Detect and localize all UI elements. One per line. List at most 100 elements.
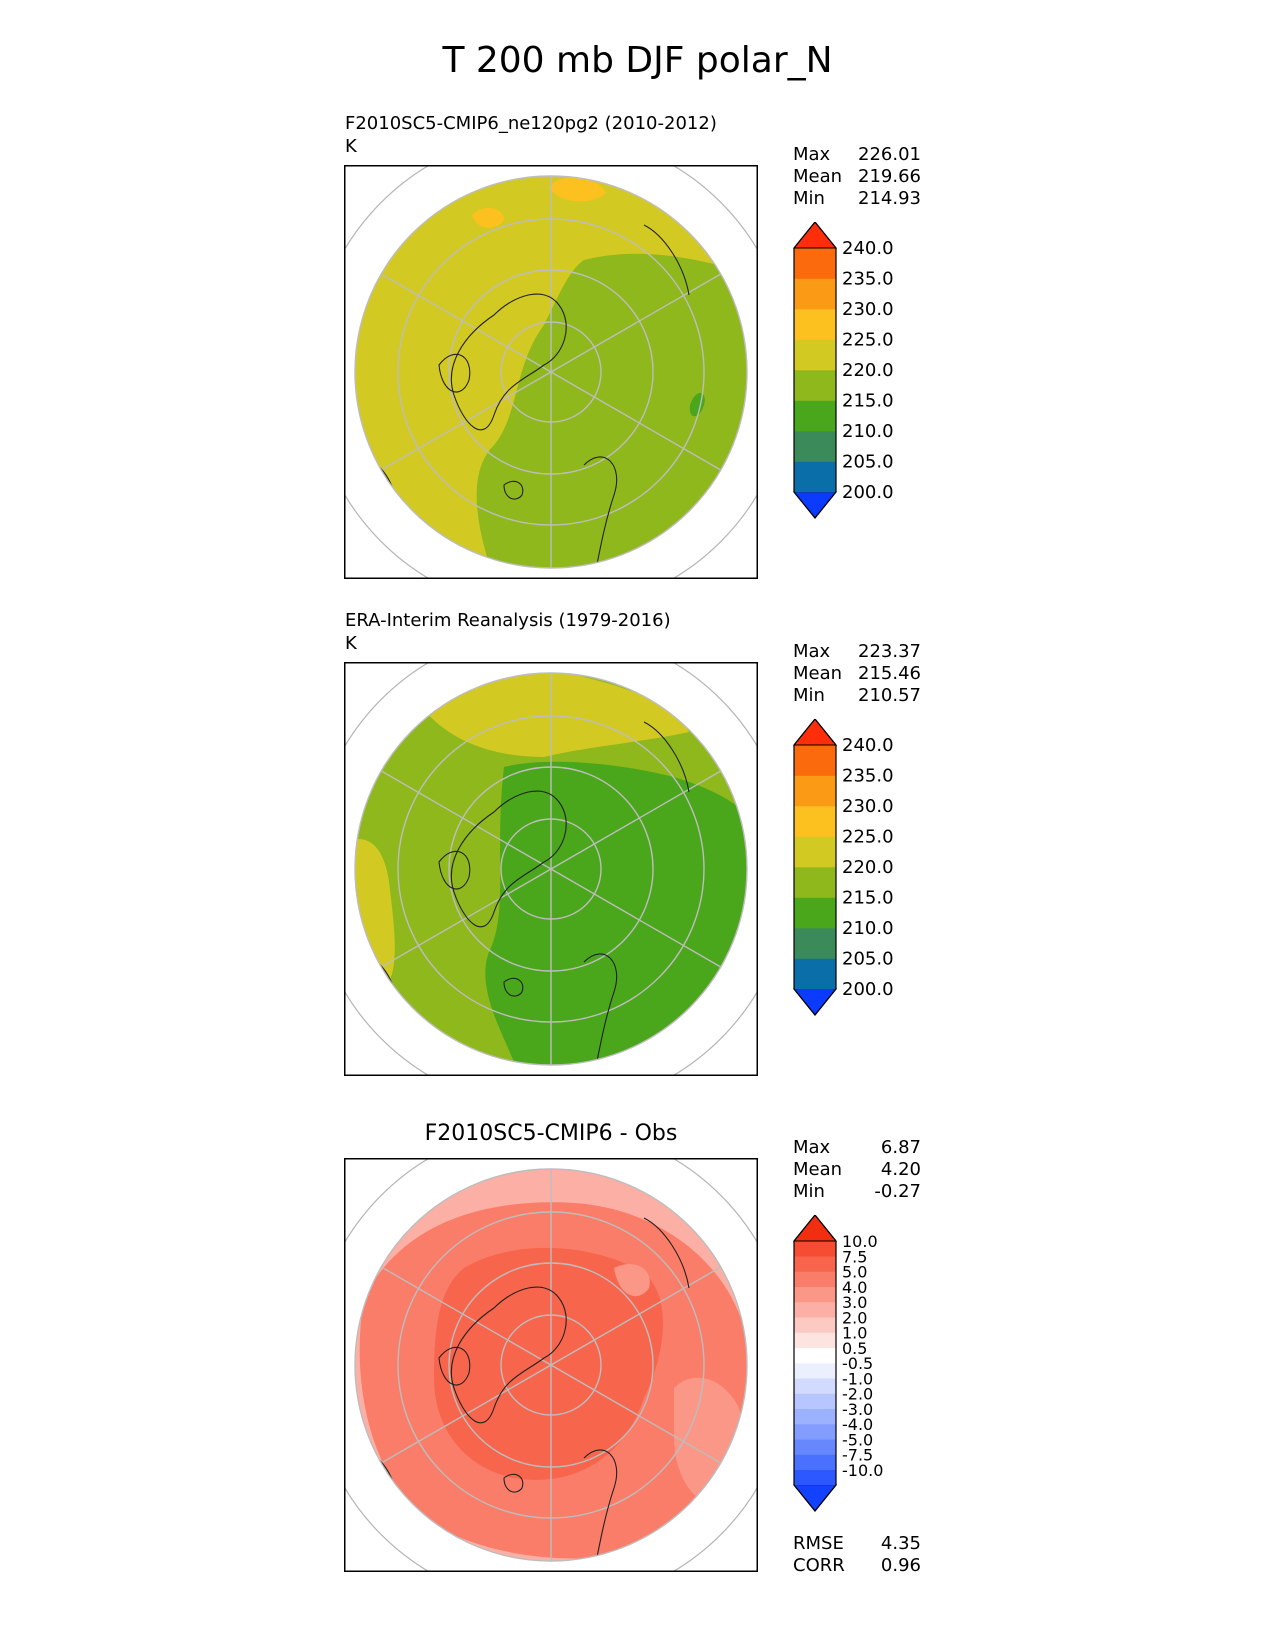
colorbar-extend-min [792, 1484, 838, 1512]
colorbar-ref: 240.0 235.0 230.0 225.0 220.0 215.0 210.0 205.0… [792, 719, 894, 1016]
meridian-line [380, 273, 552, 373]
colorbar-tick-label: 205.0 [842, 949, 894, 970]
panel-units-test: K [345, 136, 357, 157]
colorbar-segment [794, 278, 836, 310]
figure-title: T 200 mb DJF polar_N [442, 40, 833, 81]
stat-value: 4.35 [880, 1533, 921, 1554]
colorbar-tick-label: -3.0 [842, 1400, 873, 1419]
colorbar-segment [794, 897, 836, 929]
colorbar-tick-label: -2.0 [842, 1385, 873, 1404]
colorbar-segment [794, 1363, 836, 1379]
coastline [438, 850, 471, 890]
panel-title-test: F2010SC5-CMIP6_ne120pg2 (2010-2012) [345, 113, 717, 134]
map-frame [344, 165, 758, 579]
stat-label: Max [793, 1137, 831, 1158]
colorbar-tick-label: 10.0 [842, 1232, 878, 1251]
meridian-line [380, 371, 552, 471]
colorbar-extend-max [792, 719, 838, 746]
coastline [503, 977, 524, 997]
colorbar-segment [794, 431, 836, 462]
colorbar-tick-label: 235.0 [842, 766, 894, 787]
coastline [438, 1346, 471, 1386]
colorbar-segment [794, 836, 836, 868]
colorbar-segment [794, 309, 836, 340]
colorbar-segment [794, 958, 836, 990]
map-edge-circle [354, 672, 748, 1066]
colorbar-tick-label: 225.0 [842, 330, 894, 351]
stat-label: Mean [793, 1159, 843, 1180]
panel-title-ref: ERA-Interim Reanalysis (1979-2016) [345, 610, 671, 631]
stat-label: Mean [793, 166, 843, 187]
colorbar-segment [794, 1256, 836, 1272]
contour-fill [549, 177, 606, 202]
colorbar-diff: 10.07.55.04.03.02.01.00.5-0.5-1.0-2.0-3.… [792, 1215, 883, 1512]
colorbar-tick-label: 225.0 [842, 827, 894, 848]
colorbar-segment [794, 806, 836, 837]
meridian-line [380, 868, 552, 968]
coastline [583, 953, 618, 1065]
coastline [503, 480, 524, 500]
colorbar-segment [794, 1393, 836, 1410]
stat-label: CORR [793, 1555, 845, 1576]
colorbar-tick-label: 240.0 [842, 238, 894, 259]
stat-label: Min [793, 1181, 825, 1202]
stat-value: 226.01 [858, 144, 921, 165]
panel-units-ref: K [345, 633, 357, 654]
stats-test: Max 226.01 Mean 219.66 Min 214.93 [793, 144, 921, 210]
colorbar-segment [794, 1241, 836, 1257]
colorbar-segment [794, 745, 836, 776]
stat-value: 215.46 [858, 663, 921, 684]
stat-label: Mean [793, 663, 843, 684]
panel-title-diff: F2010SC5-CMIP6 - Obs [424, 1121, 678, 1146]
stat-label: Min [793, 685, 825, 706]
colorbar-outline [793, 222, 837, 519]
colorbar-segment [794, 1347, 836, 1364]
colorbar-segment [794, 1286, 836, 1303]
stat-label: Max [793, 144, 831, 165]
colorbar-extend-max [792, 1215, 838, 1242]
map-edge-circle [354, 1168, 748, 1562]
meridian-line [550, 1364, 722, 1464]
field-layer [355, 1169, 747, 1561]
colorbar-extend-min [792, 491, 838, 519]
colorbar-tick-label: 3.0 [842, 1293, 867, 1312]
stats-rmse-corr: RMSE 4.35 CORR 0.96 [793, 1533, 921, 1577]
colorbar-tick-label: 200.0 [842, 979, 894, 1000]
colorbar-tick-label: 220.0 [842, 360, 894, 381]
colorbar-tick-label: -4.0 [842, 1415, 873, 1434]
colorbar-tick-label: 200.0 [842, 482, 894, 503]
stat-value: 4.20 [880, 1159, 921, 1180]
contour-fill [476, 253, 747, 568]
stat-value: 0.96 [880, 1555, 921, 1576]
meridian-line [550, 868, 722, 968]
stat-value: 214.93 [858, 188, 921, 209]
colorbar-segment [794, 1271, 836, 1288]
colorbar-segment [794, 1408, 836, 1425]
meridian-line [380, 1266, 552, 1366]
field-layer [355, 673, 747, 1065]
colorbar-segment [794, 1378, 836, 1394]
colorbar-segment [794, 1469, 836, 1486]
stat-label: Max [793, 641, 831, 662]
stat-value: 219.66 [858, 166, 921, 187]
coastline [583, 1449, 618, 1561]
colorbar-tick-label: 5.0 [842, 1263, 867, 1282]
colorbar-tick-label: -1.0 [842, 1369, 873, 1388]
map-edge-circle [354, 175, 748, 569]
colorbar-tick-label: 220.0 [842, 857, 894, 878]
colorbar-segment [794, 867, 836, 898]
colorbar-segment [794, 400, 836, 432]
colorbar-outline [793, 719, 837, 1016]
coastline [450, 790, 567, 928]
meridian-line [550, 273, 722, 373]
stat-value: 223.37 [858, 641, 921, 662]
colorbar-segment [794, 1302, 836, 1318]
colorbar-segment [794, 775, 836, 807]
colorbar-segment [794, 248, 836, 279]
colorbar-segment [794, 928, 836, 959]
stat-value: 6.87 [880, 1137, 921, 1158]
colorbar-tick-label: 0.5 [842, 1339, 867, 1358]
coastline [643, 721, 690, 793]
colorbar-segment [794, 370, 836, 401]
polar-map-test [344, 165, 758, 579]
